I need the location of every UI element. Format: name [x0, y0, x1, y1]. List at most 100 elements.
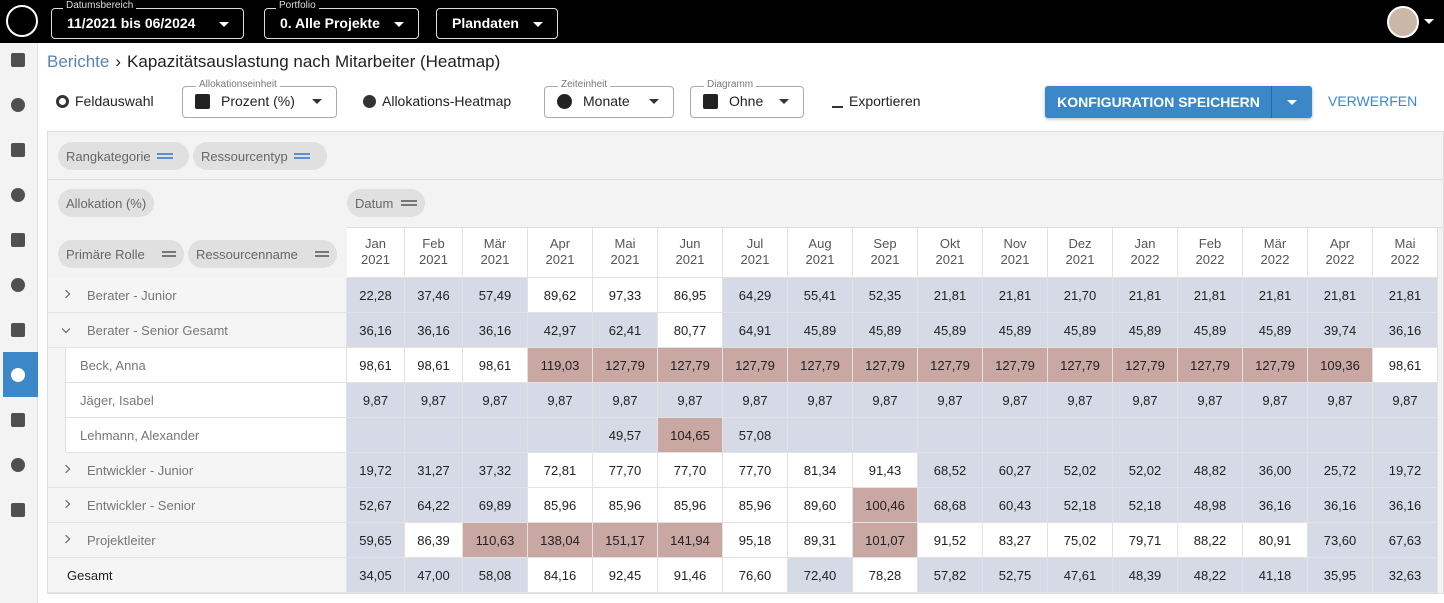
dropdown-icon	[557, 94, 572, 109]
sort-icon	[162, 251, 176, 257]
heatmap-cell: 77,70	[658, 453, 723, 488]
filter-dropdown[interactable]	[264, 8, 419, 39]
dropdown-value: Monate	[583, 93, 630, 109]
row-field-chip[interactable]: Ressourcenname	[188, 240, 337, 268]
chip-text: Primäre Rolle	[66, 246, 145, 262]
row-header	[48, 383, 347, 418]
heatmap-cell	[918, 418, 983, 453]
dropdown-label: Allokationseinheit	[196, 79, 280, 90]
filter-caret	[219, 22, 229, 27]
row-header	[48, 418, 347, 453]
heatmap-cell: 9,87	[528, 383, 593, 418]
filter-field-chip[interactable]: Ressourcentyp	[193, 142, 327, 170]
heatmap-cell: 67,63	[1373, 523, 1438, 558]
heatmap-cell: 68,68	[918, 488, 983, 523]
heatmap-cell: 97,33	[593, 278, 658, 313]
heatmap-cell: 127,79	[853, 348, 918, 383]
filter-dropdown[interactable]	[436, 8, 558, 39]
heatmap-cell: 98,61	[405, 348, 463, 383]
heatmap-cell: 9,87	[593, 383, 658, 418]
save-button[interactable]	[1045, 86, 1312, 118]
heatmap-cell: 9,87	[853, 383, 918, 418]
column-month: Dez	[1068, 236, 1092, 251]
heatmap-cell: 21,81	[983, 278, 1048, 313]
heatmap-cell: 9,87	[1178, 383, 1243, 418]
filter-field-chip[interactable]: Rangkategorie	[58, 142, 189, 170]
breadcrumb-parent[interactable]: Berichte	[47, 52, 110, 71]
heatmap-cell: 45,89	[1178, 313, 1243, 348]
heatmap-cell: 9,87	[658, 383, 723, 418]
discard-button[interactable]: VERWERFEN	[1328, 93, 1418, 109]
row-header	[48, 313, 347, 348]
heatmap-cell: 151,17	[593, 523, 658, 558]
sidebar-icon[interactable]	[11, 188, 25, 202]
heatmap-cell	[853, 418, 918, 453]
column-header: Feb 2021	[405, 228, 463, 278]
row-label: Beck, Anna	[80, 358, 146, 373]
sidebar-icon[interactable]	[11, 98, 25, 112]
heatmap-cell: 9,87	[1243, 383, 1308, 418]
heatmap-cell: 91,43	[853, 453, 918, 488]
sidebar-icon[interactable]	[11, 53, 25, 67]
column-header: Jul 2021	[723, 228, 788, 278]
row-label: Berater - Junior	[87, 288, 177, 303]
chip-text: Datum	[355, 195, 394, 211]
filter-value: Plandaten	[452, 15, 519, 31]
heatmap-cell: 36,16	[1373, 313, 1438, 348]
avatar[interactable]	[1387, 6, 1419, 38]
filter-dropdown[interactable]	[51, 8, 244, 39]
value-field-chip[interactable]: Allokation (%)	[58, 189, 155, 217]
sidebar-icon[interactable]	[11, 233, 25, 247]
filter-label: Portfolio	[276, 0, 319, 11]
heatmap-button[interactable]: Allokations-Heatmap	[382, 93, 512, 109]
heatmap-cell: 19,72	[347, 453, 405, 488]
dropdown-caret	[649, 99, 659, 104]
heatmap-cell: 81,34	[788, 453, 853, 488]
row-label: Gesamt	[67, 568, 113, 583]
heatmap-cell: 127,79	[593, 348, 658, 383]
field-selection[interactable]: Feldauswahl	[75, 93, 154, 109]
save-caret[interactable]	[1287, 100, 1297, 105]
column-field-chip[interactable]: Datum	[347, 189, 426, 217]
heatmap-cell: 48,39	[1113, 558, 1178, 593]
logo[interactable]	[6, 5, 38, 37]
sidebar-icon[interactable]	[11, 278, 25, 292]
column-year: 2021	[805, 252, 835, 267]
heatmap-cell: 57,82	[918, 558, 983, 593]
sidebar-icon[interactable]	[11, 368, 25, 382]
dropdown-icon	[703, 94, 718, 109]
heatmap-cell: 49,57	[593, 418, 658, 453]
sidebar-icon[interactable]	[11, 413, 25, 427]
heatmap-cell: 91,46	[658, 558, 723, 593]
heatmap-cell: 127,79	[1048, 348, 1113, 383]
heatmap-cell	[1373, 418, 1438, 453]
heatmap-cell: 21,70	[1048, 278, 1113, 313]
sidebar-icon[interactable]	[11, 458, 25, 472]
heatmap-cell: 119,03	[528, 348, 593, 383]
heatmap-cell: 47,61	[1048, 558, 1113, 593]
heatmap-cell: 64,22	[405, 488, 463, 523]
heatmap-cell: 72,81	[528, 453, 593, 488]
column-month: Feb	[1198, 236, 1222, 251]
heatmap-cell	[1048, 418, 1113, 453]
column-year: 2022	[1195, 252, 1225, 267]
sidebar-icon[interactable]	[11, 143, 25, 157]
sidebar-icon[interactable]	[11, 323, 25, 337]
heatmap-cell	[405, 418, 463, 453]
heatmap-cell: 109,36	[1308, 348, 1373, 383]
heatmap-cell	[1308, 418, 1373, 453]
column-header: Feb 2022	[1178, 228, 1243, 278]
heatmap-cell: 52,18	[1048, 488, 1113, 523]
heatmap-cell: 85,96	[593, 488, 658, 523]
heatmap-cell: 9,87	[983, 383, 1048, 418]
row-field-chip[interactable]: Primäre Rolle	[58, 240, 184, 268]
export-button[interactable]: Exportieren	[849, 93, 921, 109]
heatmap-cell: 9,87	[1113, 383, 1178, 418]
gear-icon	[56, 95, 69, 108]
sidebar-icon[interactable]	[11, 503, 25, 517]
indent	[48, 348, 66, 383]
column-year: 2021	[675, 252, 705, 267]
heatmap-cell: 62,41	[593, 313, 658, 348]
heatmap-cell	[1113, 418, 1178, 453]
heatmap-cell: 25,72	[1308, 453, 1373, 488]
